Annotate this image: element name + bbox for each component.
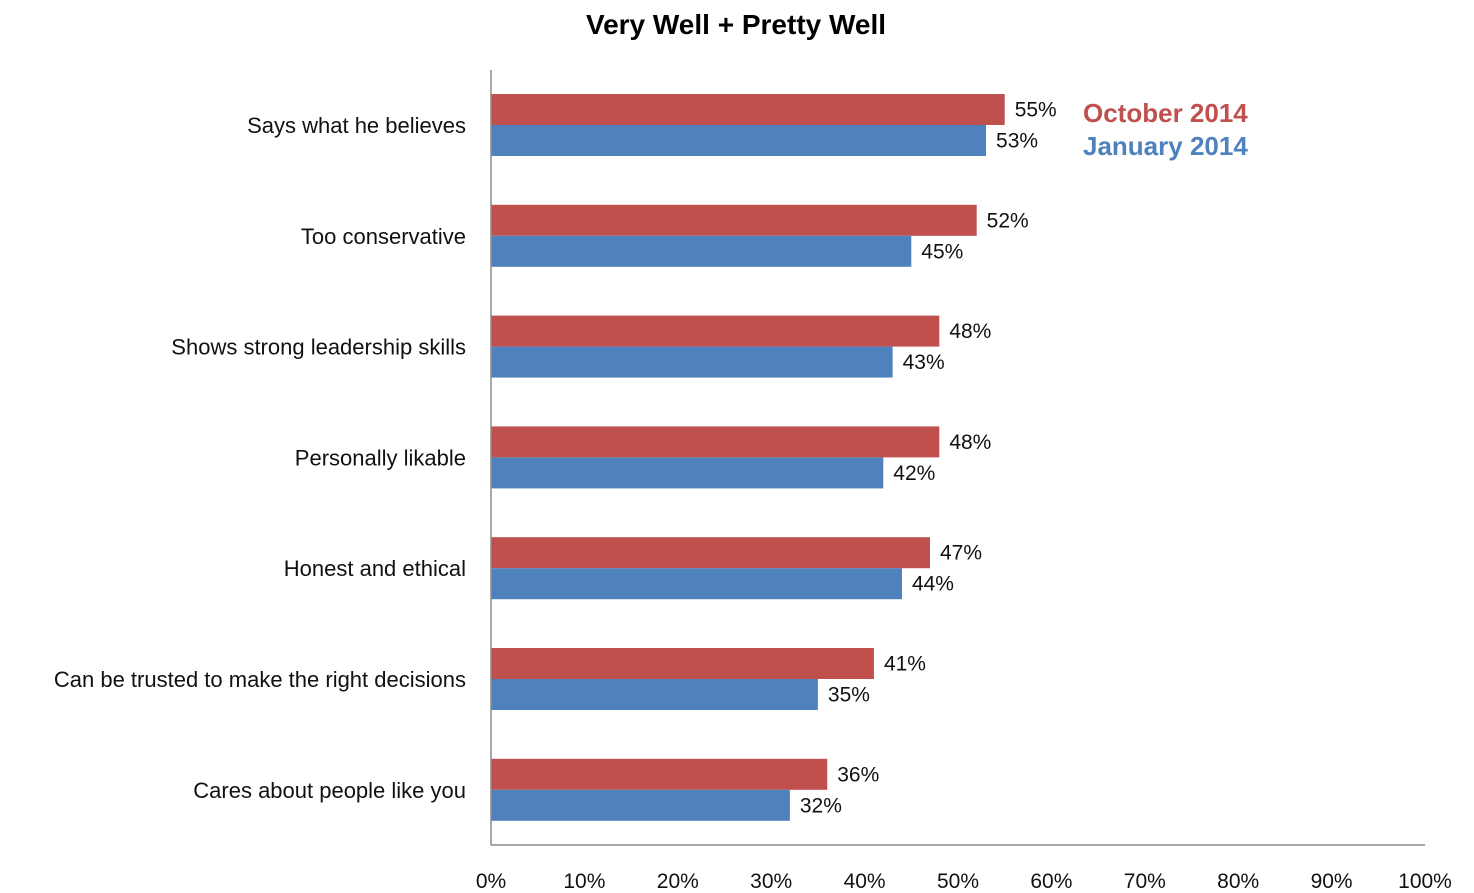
bar-january-2014 (491, 457, 884, 489)
x-tick-label: 100% (1398, 870, 1452, 893)
bars-layer (491, 94, 1005, 821)
x-tick-label: 70% (1124, 870, 1166, 893)
data-label: 47% (940, 542, 982, 565)
x-tick-label: 30% (750, 870, 792, 893)
x-tick-label: 60% (1030, 870, 1072, 893)
x-tick-label: 20% (657, 870, 699, 893)
data-label: 43% (903, 351, 945, 374)
data-label: 42% (893, 462, 935, 485)
category-label: Can be trusted to make the right decisio… (54, 667, 466, 692)
category-label: Shows strong leadership skills (171, 335, 466, 360)
x-tick-label: 0% (476, 870, 506, 893)
labels-layer: Says what he believes 55% 53% Too conservat… (54, 99, 1057, 818)
data-label: 55% (1015, 99, 1057, 122)
bar-january-2014 (491, 235, 912, 267)
axes-layer: 0% 10% 20% 30% 40% 50% 60% 70% 80% 90% 100% (476, 70, 1452, 893)
bar-january-2014 (491, 789, 790, 821)
category-label: Personally likable (295, 445, 466, 470)
category-label: Honest and ethical (284, 556, 466, 581)
data-label: 41% (884, 653, 926, 676)
bar-january-2014 (491, 125, 987, 156)
data-label: 32% (800, 794, 842, 817)
bar-october-2014 (491, 94, 1005, 125)
bar-january-2014 (491, 679, 818, 710)
data-label: 36% (837, 763, 879, 786)
bar-october-2014 (491, 648, 874, 679)
bar-october-2014 (491, 204, 977, 236)
data-label: 48% (949, 431, 991, 454)
x-tick-label: 80% (1217, 870, 1259, 893)
x-tick-label: 40% (844, 870, 886, 893)
bar-january-2014 (491, 568, 902, 600)
data-label: 48% (949, 320, 991, 343)
data-label: 52% (987, 209, 1029, 232)
bar-october-2014 (491, 426, 940, 458)
x-tick-label: 50% (937, 870, 979, 893)
data-label: 53% (996, 130, 1038, 153)
category-label: Too conservative (301, 224, 466, 249)
chart-title: Very Well + Pretty Well (586, 9, 886, 40)
x-tick-label: 10% (563, 870, 605, 893)
data-label: 35% (828, 684, 870, 707)
category-label: Cares about people like you (193, 778, 466, 803)
legend-item-january-2014: January 2014 (1083, 131, 1248, 161)
data-label: 44% (912, 573, 954, 596)
data-label: 45% (921, 240, 963, 263)
bar-october-2014 (491, 315, 940, 347)
bar-january-2014 (491, 346, 893, 378)
x-tick-label: 90% (1311, 870, 1353, 893)
bar-october-2014 (491, 758, 828, 790)
legend-item-october-2014: October 2014 (1083, 98, 1248, 128)
category-label: Says what he believes (247, 113, 466, 138)
bar-october-2014 (491, 537, 930, 569)
